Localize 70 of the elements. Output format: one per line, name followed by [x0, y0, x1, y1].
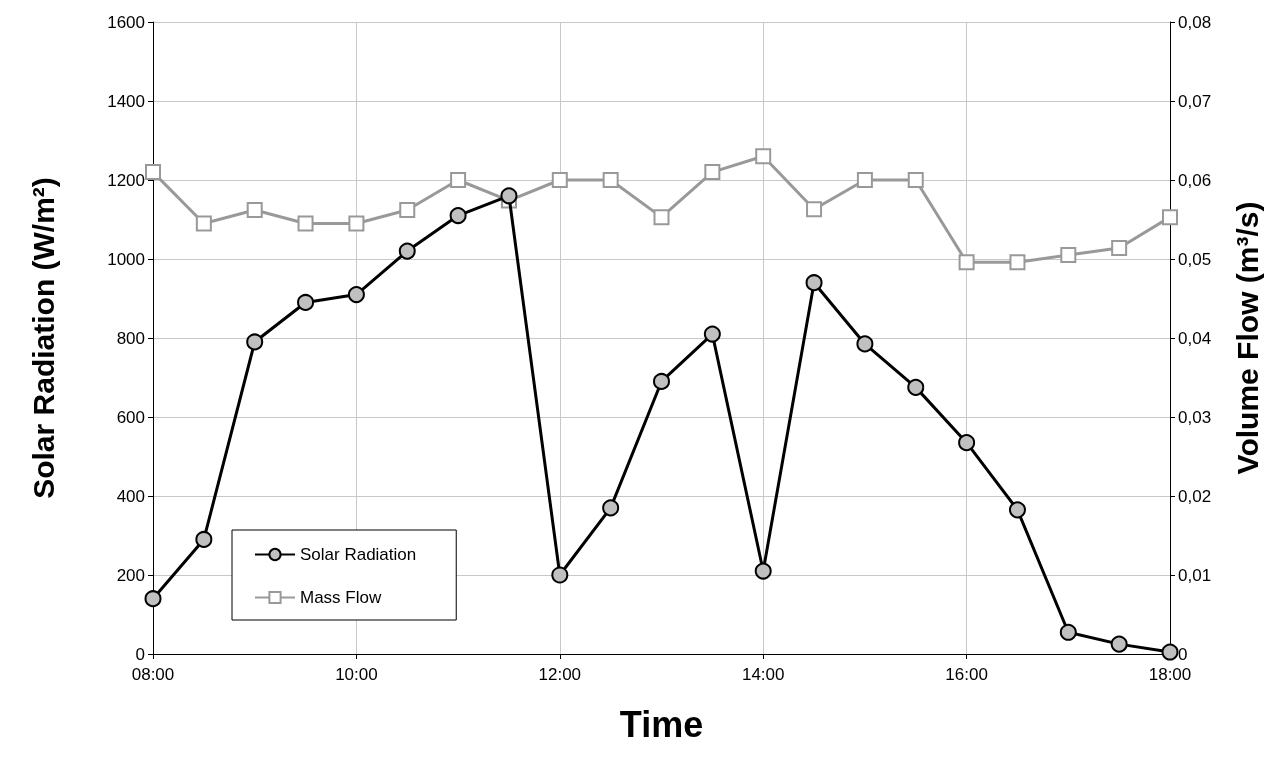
point	[145, 164, 161, 181]
y2-tick-label: 0	[1178, 644, 1188, 664]
legend-label: Mass Flow	[300, 588, 382, 607]
point	[1059, 623, 1077, 641]
point	[907, 172, 924, 188]
point	[958, 254, 975, 271]
point	[246, 202, 263, 219]
y-tick-label: 600	[116, 407, 145, 427]
point	[551, 172, 568, 188]
y2-axis-title: Volume Flow (m³/s)	[1230, 201, 1264, 475]
point	[755, 148, 772, 165]
point	[551, 566, 569, 584]
point	[500, 187, 518, 205]
point	[1162, 209, 1178, 226]
y-tick-label: 200	[116, 565, 145, 585]
y-tick-label: 1600	[107, 12, 145, 32]
point	[348, 215, 365, 232]
point	[195, 215, 212, 232]
point	[144, 590, 162, 608]
point	[246, 333, 264, 351]
point	[1111, 239, 1128, 256]
point	[195, 530, 213, 548]
x-tick-label: 12:00	[538, 665, 582, 684]
y-tick-label: 1000	[107, 249, 145, 269]
point	[1060, 247, 1077, 264]
point	[297, 215, 314, 232]
y2-tick-label: 0,03	[1178, 407, 1212, 427]
y-axis-title: Solar Radiation (W/m²)	[26, 177, 60, 499]
y-tick-label: 0	[135, 644, 145, 664]
point	[1009, 254, 1026, 271]
y2-tick-label: 0,01	[1178, 565, 1212, 585]
point	[907, 378, 925, 396]
y2-tick-label: 0,07	[1178, 91, 1212, 111]
y-tick-label: 400	[116, 486, 145, 506]
point	[856, 172, 873, 188]
point	[856, 335, 874, 353]
y2-tick-label: 0,02	[1178, 486, 1212, 506]
x-tick-label: 14:00	[741, 665, 785, 684]
legend-label: Solar Radiation	[300, 545, 417, 564]
point	[347, 286, 365, 304]
x-tick-label: 08:00	[131, 665, 175, 684]
point	[754, 562, 772, 580]
point	[1161, 643, 1179, 661]
point	[1110, 635, 1128, 653]
point	[704, 164, 721, 181]
point	[450, 172, 467, 188]
y2-tick-label: 0,05	[1178, 249, 1212, 269]
point	[602, 172, 619, 188]
point	[806, 201, 823, 218]
x-tick-label: 18:00	[1148, 665, 1192, 684]
point	[399, 202, 416, 219]
point	[297, 293, 315, 311]
y2-tick-label: 0,06	[1178, 170, 1212, 190]
point	[1008, 501, 1026, 519]
point	[958, 434, 976, 452]
y2-tick-label: 0,08	[1178, 12, 1212, 32]
point	[398, 242, 416, 260]
x-tick-label: 16:00	[945, 665, 988, 684]
point	[805, 274, 823, 292]
y-tick-label: 1200	[107, 170, 145, 190]
y-tick-label: 1400	[107, 91, 145, 111]
point	[602, 499, 620, 517]
x-axis-title: Time	[619, 703, 704, 745]
point	[653, 372, 670, 390]
point	[449, 207, 467, 225]
y2-tick-label: 0,04	[1178, 328, 1212, 348]
y-tick-label: 800	[116, 328, 145, 348]
point	[703, 325, 721, 343]
x-tick-label: 10:00	[335, 665, 378, 684]
point	[653, 209, 670, 226]
